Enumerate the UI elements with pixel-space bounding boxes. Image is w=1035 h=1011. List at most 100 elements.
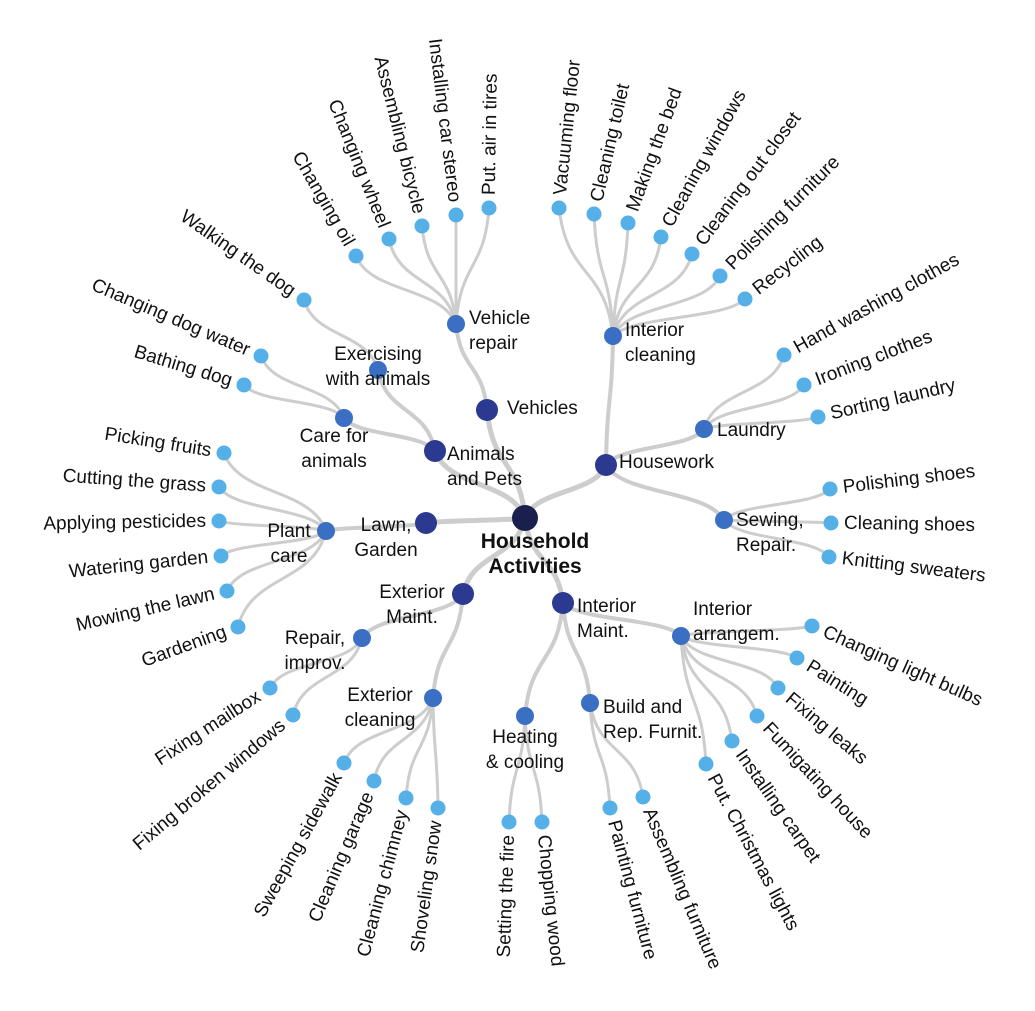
label-interior: Interior Maint. xyxy=(577,596,637,642)
edge-leaf-mowing-the-lawn xyxy=(225,529,328,593)
label-lawn: Lawn, Garden xyxy=(354,515,417,561)
node-repair-improv xyxy=(353,629,371,647)
edge-leaf-cutting-the-grass xyxy=(217,485,328,533)
nodes-layer xyxy=(211,200,839,830)
label-heating: Heating & cooling xyxy=(486,727,564,773)
leaf-node-sweeping-sidewalk xyxy=(336,755,352,771)
leaf-node-painting-furniture xyxy=(602,800,618,816)
node-heating xyxy=(516,707,534,725)
edge-root-interior xyxy=(522,515,566,606)
leaf-node-fixing-broken-windows xyxy=(285,707,301,723)
label-interior-cleaning: Interior cleaning xyxy=(625,320,696,366)
edge-leaf-recycling xyxy=(611,297,747,338)
leaf-label-vacuuming-floor: Vacuuming floor xyxy=(550,58,585,196)
leaf-label-picking-fruits: Picking fruits xyxy=(103,424,213,462)
leaf-label-polishing-shoes: Polishing shoes xyxy=(842,461,977,498)
label-plant-care: Plant care xyxy=(267,521,311,567)
edge-animals-exercising xyxy=(376,368,437,453)
node-vehicles xyxy=(476,399,498,421)
leaf-node-cleaning-out-closet xyxy=(684,246,700,262)
leaf-label-painting: Painting xyxy=(802,656,871,710)
node-animals xyxy=(424,440,446,462)
leaf-node-cleaning-windows xyxy=(653,229,669,245)
root-node xyxy=(512,505,538,531)
edge-leaf-sweeping-sidewalk xyxy=(342,696,435,765)
node-exterior-cleaning xyxy=(424,689,442,707)
leaf-node-mowing-the-lawn xyxy=(219,583,235,599)
node-laundry xyxy=(695,420,713,438)
edge-leaf-fixing-broken-windows xyxy=(291,636,364,717)
edge-leaf-ironing-clothes xyxy=(702,383,806,431)
node-build-rep xyxy=(581,694,599,712)
label-vehicle-repair: Vehicle repair xyxy=(469,308,530,354)
leaf-label-gardening: Gardening xyxy=(139,622,230,672)
leaf-node-changing-dog-water xyxy=(253,348,269,364)
label-animals: Animals and Pets xyxy=(447,444,522,490)
leaf-node-chopping-wood xyxy=(534,814,550,830)
edge-leaf-hand-washing-clothes xyxy=(702,353,786,431)
edge-leaf-making-the-bed xyxy=(611,221,630,338)
leaf-node-gardening xyxy=(230,619,246,635)
leaf-node-fumigating-house xyxy=(749,708,765,724)
edge-leaf-gardening xyxy=(236,529,328,629)
leaf-label-mowing-the-lawn: Mowing the lawn xyxy=(74,584,217,636)
leaf-label-shoveling-snow: Shoveling snow xyxy=(407,819,446,954)
leaf-node-ironing-clothes xyxy=(796,377,812,393)
node-sewing xyxy=(715,511,733,529)
leaf-node-applying-pesticides xyxy=(211,513,227,529)
leaf-node-fixing-leaks xyxy=(770,680,786,696)
edge-housework-sewing xyxy=(604,463,726,522)
leaf-node-changing-oil xyxy=(348,248,364,264)
root-label: Household Activities xyxy=(481,530,590,578)
leaf-node-polishing-furniture xyxy=(712,268,728,284)
label-vehicles: Vehicles xyxy=(507,398,578,419)
leaf-node-painting xyxy=(789,650,805,666)
edge-leaf-put-air-in-tires xyxy=(454,206,491,326)
leaf-label-cleaning-toilet: Cleaning toilet xyxy=(587,81,635,204)
edge-vehicles-vehicle-repair xyxy=(454,322,489,412)
node-interior-arrangem xyxy=(672,627,690,645)
node-care xyxy=(335,409,353,427)
leaf-node-sorting-laundry xyxy=(810,409,826,425)
edge-leaf-cleaning-chimney xyxy=(404,696,435,800)
label-build-rep: Build and Rep. Furnit. xyxy=(603,697,702,743)
node-interior-cleaning xyxy=(604,327,622,345)
leaf-label-cleaning-shoes: Cleaning shoes xyxy=(844,513,975,536)
edge-leaf-polishing-furniture xyxy=(611,274,722,338)
leaf-node-changing-light-bulbs xyxy=(804,618,820,634)
node-vehicle-repair xyxy=(447,315,465,333)
label-interior-arrangem: Interior arrangem. xyxy=(693,599,780,645)
leaf-node-cleaning-chimney xyxy=(398,790,414,806)
edge-leaf-assembling-furniture xyxy=(588,701,645,799)
node-exterior xyxy=(452,583,474,605)
leaf-node-changing-wheel xyxy=(381,231,397,247)
edge-leaf-installing-carpet xyxy=(679,634,734,743)
leaf-node-cleaning-shoes xyxy=(823,515,839,531)
leaf-node-knitting-sweaters xyxy=(821,549,837,565)
edge-root-housework xyxy=(522,462,609,521)
edge-leaf-fixing-mailbox xyxy=(268,636,364,690)
leaf-node-cleaning-toilet xyxy=(586,206,602,222)
edge-leaf-picking-fruits xyxy=(222,451,328,533)
leaf-label-watering-garden: Watering garden xyxy=(68,547,209,582)
leaf-label-hand-washing-clothes: Hand washing clothes xyxy=(790,249,963,357)
node-exercising xyxy=(369,361,387,379)
edge-interior-build-rep xyxy=(561,601,592,705)
node-housework xyxy=(595,454,617,476)
leaf-node-put-air-in-tires xyxy=(481,200,497,216)
leaf-node-watering-garden xyxy=(213,548,229,564)
leaf-label-fumigating-house: Fumigating house xyxy=(758,718,876,843)
leaf-node-bathing-dog xyxy=(236,377,252,393)
edge-leaf-fixing-leaks xyxy=(679,634,780,690)
leaf-label-sorting-laundry: Sorting laundry xyxy=(828,375,958,424)
leaf-node-vacuuming-floor xyxy=(551,200,567,216)
label-sewing: Sewing, Repair. xyxy=(736,510,804,556)
edge-exterior-exterior-cleaning xyxy=(431,592,465,700)
leaf-node-put-christmas-lights xyxy=(698,756,714,772)
edge-leaf-vacuuming-floor xyxy=(557,206,615,338)
leaf-label-cutting-the-grass: Cutting the grass xyxy=(62,466,207,497)
leaf-label-setting-the-fire: Setting the fire xyxy=(494,835,519,958)
leaf-node-fixing-mailbox xyxy=(262,680,278,696)
leaf-node-polishing-shoes xyxy=(822,481,838,497)
